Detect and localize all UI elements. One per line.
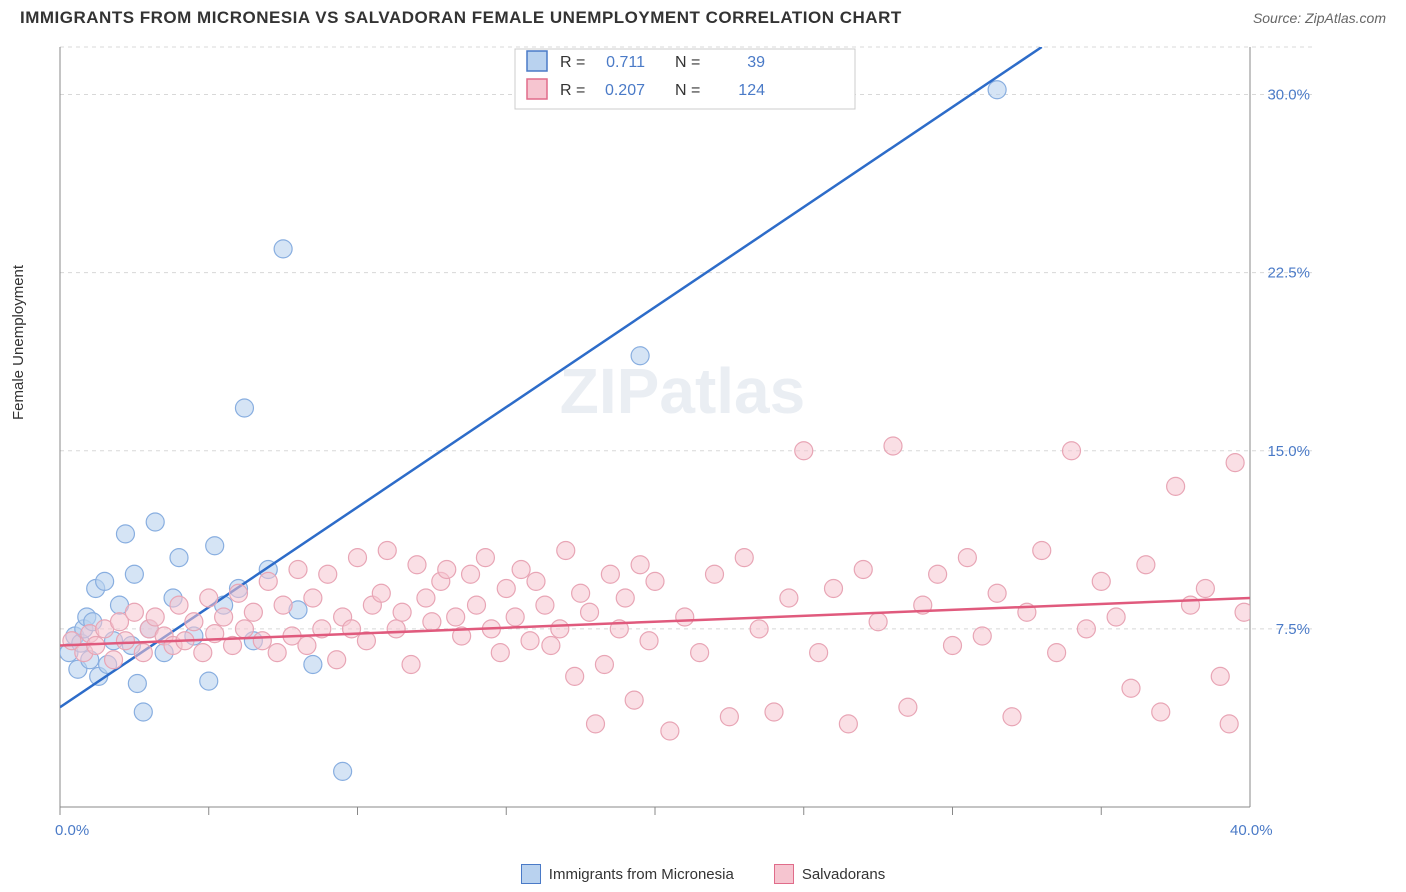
- chart-title: IMMIGRANTS FROM MICRONESIA VS SALVADORAN…: [20, 8, 902, 28]
- svg-text:30.0%: 30.0%: [1267, 87, 1310, 104]
- x-axis-max-label: 40.0%: [1230, 822, 1273, 839]
- chart-container: 7.5% 15.0% 22.5% 30.0% R = 0.711 N = 39 R = 0.207…: [50, 37, 1386, 832]
- footer-legend: Immigrants from Micronesia Salvadorans: [0, 864, 1406, 884]
- legend-label: Immigrants from Micronesia: [549, 866, 734, 883]
- legend-swatch: [521, 864, 541, 884]
- svg-text:7.5%: 7.5%: [1276, 621, 1310, 638]
- svg-text:15.0%: 15.0%: [1267, 443, 1310, 460]
- scatter-chart: 7.5% 15.0% 22.5% 30.0% R = 0.711 N = 39 R = 0.207…: [50, 37, 1320, 827]
- svg-text:0.207: 0.207: [605, 82, 645, 99]
- svg-text:22.5%: 22.5%: [1267, 265, 1310, 282]
- svg-text:39: 39: [747, 54, 765, 71]
- svg-text:N =: N =: [675, 54, 700, 71]
- legend-label: Salvadorans: [802, 866, 885, 883]
- svg-text:124: 124: [738, 82, 765, 99]
- legend-item-micronesia: Immigrants from Micronesia: [521, 864, 734, 884]
- header: IMMIGRANTS FROM MICRONESIA VS SALVADORAN…: [0, 0, 1406, 32]
- svg-text:N =: N =: [675, 82, 700, 99]
- source-label: Source: ZipAtlas.com: [1253, 10, 1386, 26]
- legend-item-salvadorans: Salvadorans: [774, 864, 885, 884]
- y-axis-label: Female Unemployment: [10, 265, 27, 420]
- legend-swatch: [774, 864, 794, 884]
- svg-text:0.711: 0.711: [606, 54, 645, 71]
- x-axis-min-label: 0.0%: [55, 822, 89, 839]
- svg-text:R =: R =: [560, 82, 585, 99]
- svg-text:R =: R =: [560, 54, 585, 71]
